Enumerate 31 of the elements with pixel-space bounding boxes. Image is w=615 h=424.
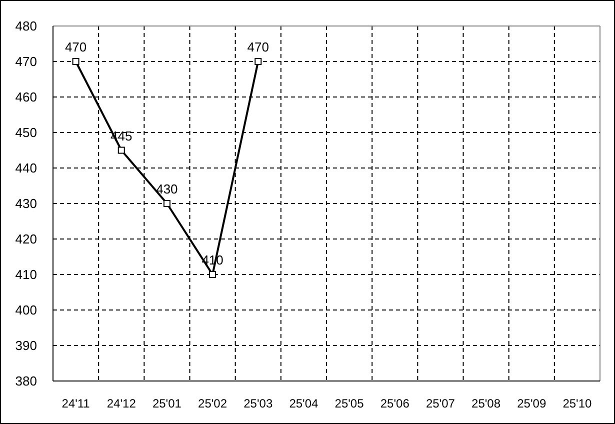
y-tick-label: 460 <box>15 90 37 105</box>
y-tick-label: 450 <box>15 125 37 140</box>
y-tick-label: 420 <box>15 232 37 247</box>
point <box>163 200 170 207</box>
y-tick-label: 390 <box>15 338 37 354</box>
y-tick-label: 400 <box>15 302 37 318</box>
x-tick-label: 25'01 <box>152 396 182 411</box>
y-tick-label: 470 <box>15 54 37 70</box>
x-tick-label: 24'12 <box>106 396 136 411</box>
point <box>209 271 216 278</box>
data-label: 470 <box>247 40 269 54</box>
x-tick-label: 25'04 <box>289 396 319 411</box>
point <box>72 58 80 65</box>
x-tick-label: 25'02 <box>198 396 228 411</box>
x-tick-label: 24'11 <box>62 396 90 411</box>
x-tick-label: 25'06 <box>380 396 410 411</box>
y-tick-label: 410 <box>15 267 37 282</box>
data-label: 430 <box>156 182 178 196</box>
data-label: 470 <box>64 40 87 54</box>
x-tick-label: 25'05 <box>334 396 364 411</box>
y-tick-label: 440 <box>15 160 37 176</box>
x-tick-label: 25'09 <box>517 396 546 411</box>
point <box>254 58 262 65</box>
y-tick-label: 430 <box>15 196 37 212</box>
x-tick-label: 25'08 <box>472 396 501 411</box>
y-tick-label: 480 <box>15 18 37 34</box>
x-tick-label: 25'07 <box>426 396 456 411</box>
point <box>118 146 125 154</box>
x-tick-label: 25'10 <box>562 396 592 411</box>
y-tick-label: 380 <box>15 374 37 389</box>
x-tick-label: 25'03 <box>244 396 273 411</box>
